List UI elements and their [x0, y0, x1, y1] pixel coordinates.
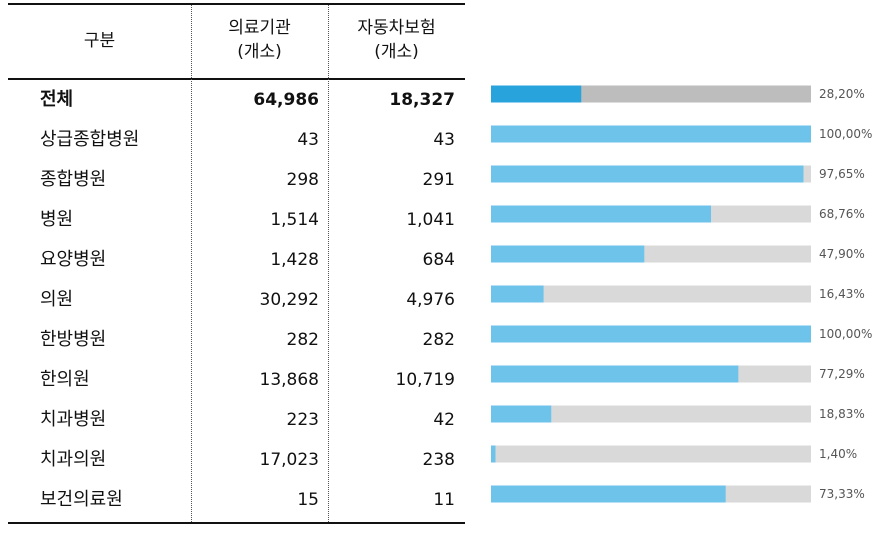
table-row: 한의원 13,868 10,719: [8, 360, 465, 400]
bar: [491, 165, 804, 183]
bar-value-label: 18,83%: [819, 407, 865, 421]
row-auto-count: 10,719: [395, 370, 455, 390]
row-category: 병원: [40, 209, 74, 230]
row-category: 보건의료원: [40, 489, 123, 510]
bar: [491, 85, 582, 103]
row-auto-count: 43: [433, 130, 455, 150]
bar: [491, 405, 552, 423]
table-row: 보건의료원 15 11: [8, 480, 465, 520]
bar-remainder: [491, 405, 811, 423]
row-category: 의원: [40, 289, 74, 310]
bar: [491, 125, 811, 143]
row-category: 전체: [40, 89, 74, 110]
header-auto-insurance: 자동차보험 (개소): [328, 16, 465, 64]
bar: [491, 245, 645, 263]
bar-value-label: 68,76%: [819, 207, 865, 221]
table-row: 의원 30,292 4,976: [8, 280, 465, 320]
row-medical-count: 1,428: [270, 250, 319, 270]
row-category: 상급종합병원: [40, 129, 140, 150]
bar-value-label: 47,90%: [819, 247, 865, 261]
row-auto-count: 4,976: [406, 290, 455, 310]
row-auto-count: 684: [422, 250, 455, 270]
table-row: 상급종합병원 43 43: [8, 120, 465, 160]
row-medical-count: 15: [297, 490, 319, 510]
row-auto-count: 1,041: [406, 210, 455, 230]
row-auto-count: 282: [422, 330, 455, 350]
row-medical-count: 17,023: [259, 450, 319, 470]
bar-remainder: [491, 285, 811, 303]
table-row: 요양병원 1,428 684: [8, 240, 465, 280]
table-row: 종합병원 298 291: [8, 160, 465, 200]
row-medical-count: 298: [286, 170, 319, 190]
row-category: 한방병원: [40, 329, 107, 350]
row-medical-count: 43: [297, 130, 319, 150]
header-auto-label: 자동차보험: [357, 18, 436, 38]
bar-value-label: 97,65%: [819, 167, 865, 181]
bar: [491, 485, 726, 503]
column-divider: [328, 5, 329, 522]
row-auto-count: 18,327: [389, 90, 455, 110]
hospital-table: 구분 의료기관 (개소) 자동차보험 (개소) 전체 64,986 18,327…: [8, 3, 465, 524]
header-medical-label: 의료기관: [228, 18, 291, 38]
row-auto-count: 238: [422, 450, 455, 470]
row-auto-count: 11: [433, 490, 455, 510]
row-category: 요양병원: [40, 249, 107, 270]
column-divider: [191, 5, 192, 522]
row-category: 치과의원: [40, 449, 107, 470]
bar: [491, 445, 496, 463]
header-medical: 의료기관 (개소): [191, 16, 328, 64]
bar-value-label: 100,00%: [819, 327, 872, 341]
row-auto-count: 291: [422, 170, 455, 190]
bar: [491, 285, 544, 303]
header-auto-unit: (개소): [374, 42, 419, 62]
row-medical-count: 1,514: [270, 210, 319, 230]
table-row-total: 전체 64,986 18,327: [8, 80, 465, 120]
table-row: 한방병원 282 282: [8, 320, 465, 360]
table-header-rule: [8, 78, 465, 80]
bar-value-label: 100,00%: [819, 127, 872, 141]
bar-value-label: 28,20%: [819, 87, 865, 101]
ratio-bar-chart: 28,20% 100,00% 97,65% 68,76% 47,90% 16,43% 100…: [480, 0, 889, 529]
row-medical-count: 13,868: [259, 370, 319, 390]
header-medical-unit: (개소): [237, 42, 282, 62]
row-medical-count: 282: [286, 330, 319, 350]
bar-value-label: 73,33%: [819, 487, 865, 501]
bar-value-label: 16,43%: [819, 287, 865, 301]
table-row: 치과병원 223 42: [8, 400, 465, 440]
bar-chart-svg: 28,20% 100,00% 97,65% 68,76% 47,90% 16,43% 100…: [491, 85, 872, 503]
bar: [491, 205, 712, 223]
row-category: 종합병원: [40, 169, 107, 190]
row-medical-count: 64,986: [253, 90, 319, 110]
table-row: 병원 1,514 1,041: [8, 200, 465, 240]
table-top-rule: [8, 3, 465, 5]
bar-remainder: [491, 445, 811, 463]
row-category: 치과병원: [40, 409, 107, 430]
bar: [491, 325, 811, 343]
row-medical-count: 30,292: [259, 290, 319, 310]
header-category: 구분: [83, 31, 116, 51]
table-row: 치과의원 17,023 238: [8, 440, 465, 480]
row-category: 한의원: [40, 369, 90, 390]
row-auto-count: 42: [433, 410, 455, 430]
row-medical-count: 223: [286, 410, 319, 430]
bar: [491, 365, 739, 383]
bar-value-label: 1,40%: [819, 447, 857, 461]
table-bottom-rule: [8, 522, 465, 524]
bar-value-label: 77,29%: [819, 367, 865, 381]
